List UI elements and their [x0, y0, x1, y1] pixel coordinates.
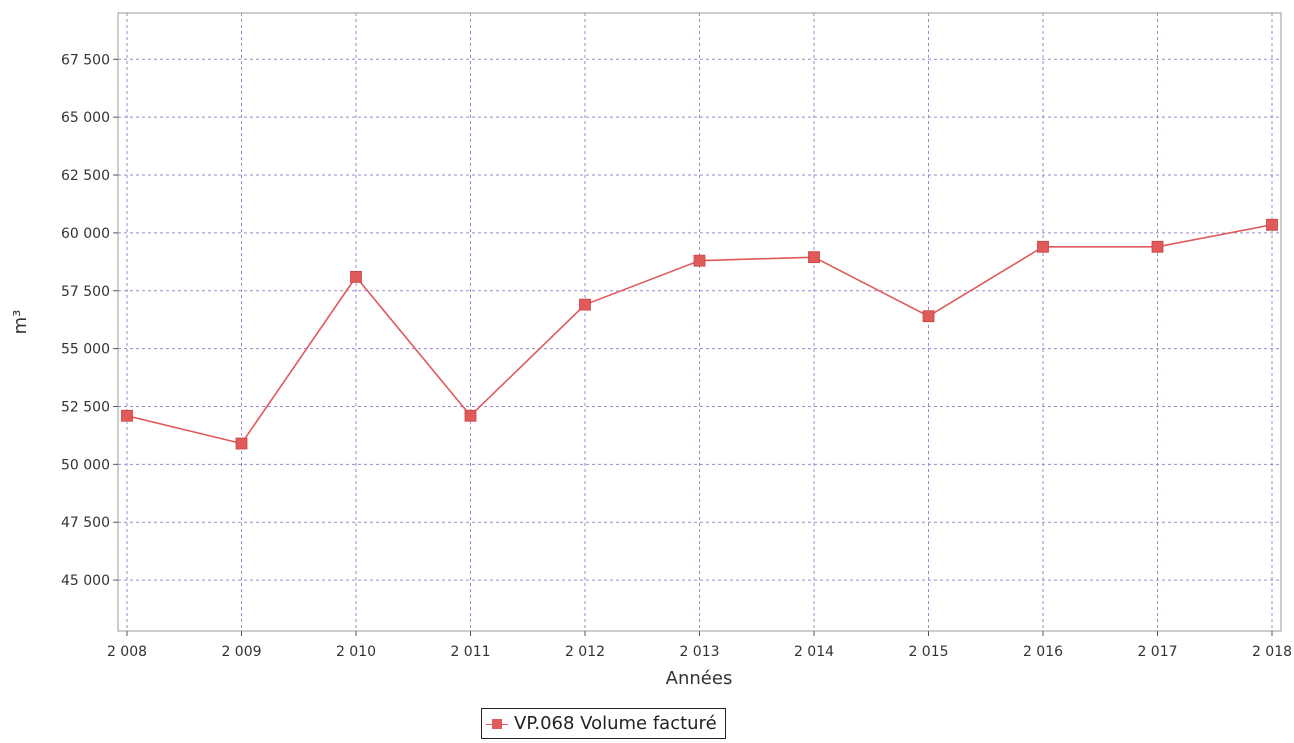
x-tick-label: 2 018	[1252, 644, 1292, 660]
legend: VP.068 Volume facturé	[481, 708, 726, 739]
x-axis-ticks: 2 008 2 009 2 010 2 011 2 012 2 013 2 014 2 015…	[107, 631, 1292, 660]
x-tick-label: 2 016	[1023, 644, 1063, 660]
data-point-marker	[350, 270, 362, 283]
data-point-marker	[121, 409, 133, 422]
data-point-marker	[1266, 218, 1278, 231]
x-tick-label: 2 008	[107, 644, 147, 660]
y-tick-label: 57 500	[61, 284, 110, 300]
x-tick-label: 2 009	[221, 644, 261, 660]
series-layer	[121, 218, 1278, 450]
data-point-marker	[1037, 240, 1049, 253]
y-tick-label: 50 000	[61, 457, 110, 473]
x-tick-label: 2 011	[450, 644, 490, 660]
y-tick-label: 52 500	[61, 399, 110, 415]
data-point-marker	[922, 310, 935, 323]
data-point-marker	[808, 251, 820, 264]
y-tick-label: 47 500	[61, 515, 110, 531]
legend-swatch	[486, 717, 508, 731]
y-tick-label: 65 000	[61, 110, 110, 126]
y-tick-label: 60 000	[61, 226, 110, 242]
legend-label: VP.068 Volume facturé	[514, 713, 717, 734]
x-tick-label: 2 012	[565, 644, 605, 660]
x-tick-label: 2 013	[679, 644, 719, 660]
data-point-marker	[1151, 240, 1164, 253]
data-point-marker	[579, 298, 591, 311]
y-axis-title: m³	[10, 310, 31, 335]
y-tick-label: 55 000	[61, 342, 110, 358]
x-axis-title: Années	[666, 668, 733, 689]
y-axis-ticks: 45 000 47 500 50 000 52 500 55 000 57 500 60 0…	[61, 52, 118, 589]
legend-square-marker	[492, 718, 502, 729]
data-point-marker	[464, 409, 477, 422]
data-point-marker	[235, 437, 248, 450]
x-tick-label: 2 010	[336, 644, 376, 660]
data-point-marker	[693, 254, 706, 267]
y-gridlines	[118, 58, 1281, 581]
x-tick-label: 2 015	[908, 644, 948, 660]
y-tick-label: 45 000	[61, 573, 110, 589]
y-tick-label: 67 500	[61, 52, 110, 68]
y-tick-label: 62 500	[61, 168, 110, 184]
x-tick-label: 2 017	[1137, 644, 1177, 660]
x-tick-label: 2 014	[794, 644, 834, 660]
